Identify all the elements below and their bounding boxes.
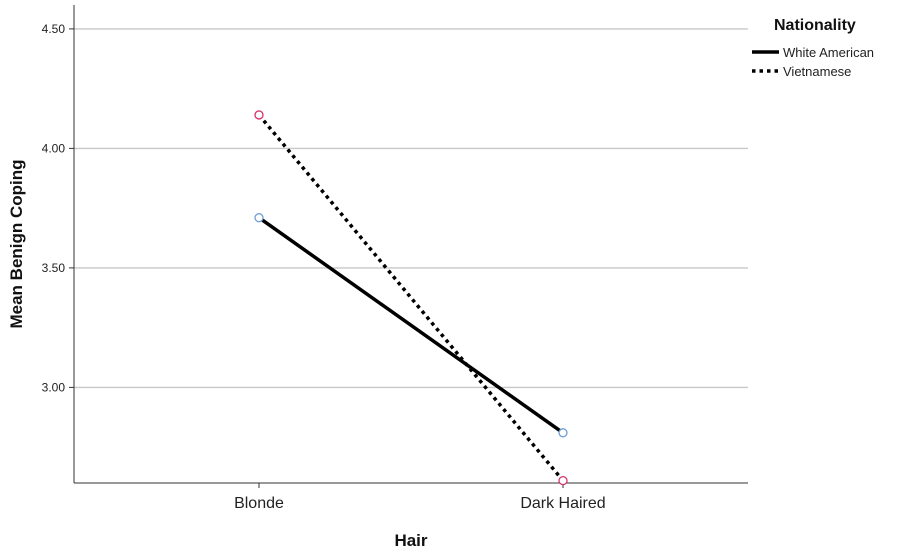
y-tick-label: 4.00: [42, 141, 66, 155]
gridlines: [74, 28, 748, 389]
series-lines: [257, 113, 565, 482]
y-ticks: 3.00 3.50 4.00 4.50: [42, 22, 74, 394]
series-markers: [254, 110, 568, 486]
legend-label: Vietnamese: [783, 64, 851, 79]
x-ticks: Blonde Dark Haired: [234, 483, 606, 512]
x-tick-label: Dark Haired: [520, 495, 605, 512]
x-axis-title: Hair: [394, 531, 427, 550]
legend-title: Nationality: [774, 17, 856, 34]
x-tick-label: Blonde: [234, 495, 284, 512]
axes: [73, 5, 748, 484]
legend: Nationality White American Vietnamese: [752, 17, 874, 79]
y-tick-label: 3.50: [42, 261, 66, 275]
legend-label: White American: [783, 45, 874, 60]
data-point: [558, 428, 568, 438]
data-point: [254, 110, 264, 120]
y-axis-title: Mean Benign Coping: [7, 159, 26, 328]
y-tick-label: 3.00: [42, 380, 66, 394]
data-point: [254, 213, 264, 223]
y-tick-label: 4.50: [42, 22, 66, 36]
series-line-1: [257, 113, 565, 482]
data-point: [558, 475, 568, 486]
series-line-0: [257, 216, 565, 435]
